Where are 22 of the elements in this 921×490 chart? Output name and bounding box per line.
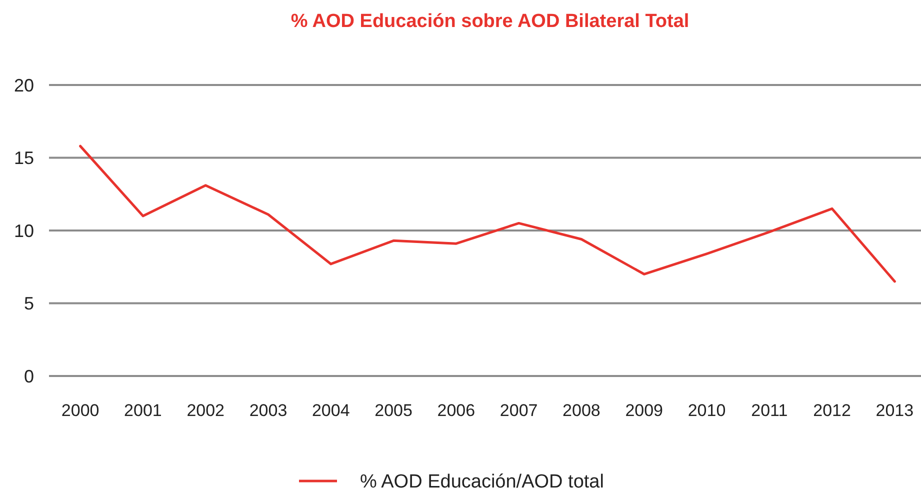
chart-title: % AOD Educación sobre AOD Bilateral Total: [290, 11, 690, 32]
x-tick-label: 2009: [625, 401, 664, 420]
x-tick-label: 2004: [312, 401, 350, 420]
y-tick-label: 20: [14, 75, 34, 96]
x-tick-label: 2010: [688, 401, 726, 420]
x-tick-label: 2002: [186, 401, 225, 420]
y-tick-label: 10: [14, 220, 34, 241]
x-tick-label: 2007: [500, 401, 538, 420]
x-tick-label: 2006: [437, 401, 476, 420]
x-tick-label: 2008: [562, 401, 600, 420]
line-series: [79, 144, 896, 283]
x-tick-label: 2005: [374, 401, 412, 420]
x-tick-label: 2000: [61, 401, 100, 420]
x-tick-label: 2012: [813, 401, 851, 420]
y-tick-label: 0: [24, 366, 34, 386]
x-tick-label: 2003: [249, 401, 288, 420]
legend-label: % AOD Educación/AOD total: [360, 472, 604, 490]
x-tick-label: 2011: [751, 401, 788, 420]
x-tick-label: 2001: [124, 401, 162, 420]
y-tick-label: 15: [14, 148, 34, 168]
x-tick-label: 2013: [876, 401, 914, 420]
y-tick-label: 5: [24, 294, 34, 314]
